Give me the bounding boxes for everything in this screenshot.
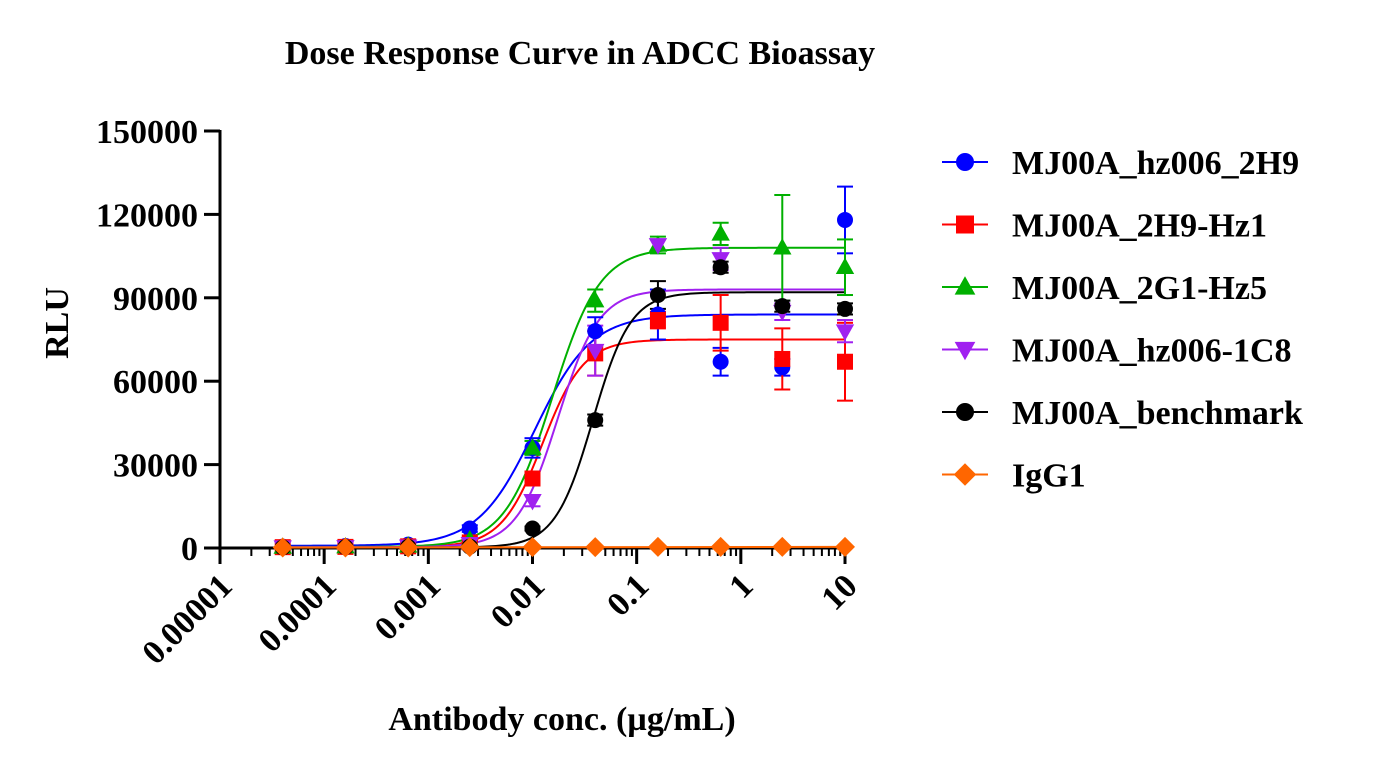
data-point — [835, 257, 855, 275]
data-point — [711, 224, 730, 241]
legend-label: MJ00A_2G1-Hz5 — [1012, 270, 1267, 307]
data-point — [772, 536, 793, 557]
data-point — [712, 259, 729, 276]
y-tick-label: 0 — [181, 531, 198, 568]
data-point — [648, 238, 668, 255]
fit-curve-3 — [282, 288, 845, 549]
data-point — [835, 536, 855, 557]
data-point — [586, 343, 605, 361]
y-tick-label: 150000 — [96, 114, 198, 151]
legend-marker — [954, 341, 976, 361]
data-point — [710, 536, 731, 557]
y-tick-label: 120000 — [96, 197, 198, 234]
data-point — [524, 470, 541, 487]
data-point — [773, 238, 792, 255]
data-point — [523, 493, 542, 511]
chart-title: Dose Response Curve in ADCC Bioassay — [285, 35, 875, 72]
legend-label: IgG1 — [1012, 458, 1086, 495]
fit-curve-1 — [282, 338, 845, 549]
x-tick-label: 1 — [722, 567, 760, 605]
data-point — [272, 537, 293, 558]
data-point — [586, 290, 605, 308]
x-tick-label: 0.0001 — [252, 567, 344, 659]
fit-curves — [282, 246, 846, 549]
y-axis-label: RLU — [39, 287, 76, 359]
x-tick-label: 0.001 — [368, 567, 448, 647]
fit-curve-5 — [282, 545, 846, 549]
data-point — [587, 412, 604, 429]
x-tick-label: 0.01 — [484, 567, 552, 635]
data-point — [461, 520, 478, 537]
data-point — [523, 438, 542, 455]
data-point — [649, 312, 666, 329]
data-point — [524, 520, 541, 537]
x-axis-label: Antibody conc. (µg/mL) — [388, 701, 735, 738]
y-tick-label: 90000 — [113, 281, 198, 318]
data-point — [774, 298, 791, 315]
legend-marker — [956, 153, 974, 171]
legend-label: MJ00A_hz006_2H9 — [1012, 145, 1299, 182]
data-point — [585, 537, 606, 558]
data-point — [837, 353, 853, 370]
data-point — [712, 353, 729, 370]
data-point — [837, 300, 853, 317]
y-tick-label: 60000 — [113, 364, 198, 401]
axes: 0 30000 60000 90000 120000 150000 0.00001 0.000… — [96, 114, 865, 672]
data-point — [649, 287, 666, 304]
x-tick-label: 0.1 — [600, 567, 656, 623]
data-points — [272, 211, 855, 558]
data-point — [712, 314, 729, 331]
data-point — [835, 324, 855, 341]
data-point — [837, 211, 853, 228]
x-tick-label: 0.00001 — [135, 567, 239, 671]
data-point — [587, 323, 604, 340]
y-tick-label: 30000 — [113, 448, 198, 485]
data-point — [335, 537, 356, 558]
legend-label: MJ00A_benchmark — [1012, 395, 1303, 432]
x-tick-label: 10 — [814, 567, 864, 617]
legend: MJ00A_hz006_2H9 MJ00A_2H9-Hz1 MJ00A_2G1-Hz… — [942, 145, 1303, 495]
data-point — [774, 350, 791, 367]
legend-label: MJ00A_2H9-Hz1 — [1012, 208, 1267, 245]
legend-marker — [954, 276, 976, 295]
data-point — [459, 537, 480, 558]
legend-label: MJ00A_hz006-1C8 — [1012, 333, 1292, 370]
fit-curve-0 — [282, 313, 845, 547]
legend-marker — [956, 215, 974, 234]
data-point — [398, 537, 419, 558]
legend-marker — [953, 463, 977, 486]
data-point — [647, 536, 668, 557]
legend-marker — [956, 403, 974, 421]
fit-curve-4 — [282, 291, 845, 549]
data-point — [522, 537, 543, 558]
